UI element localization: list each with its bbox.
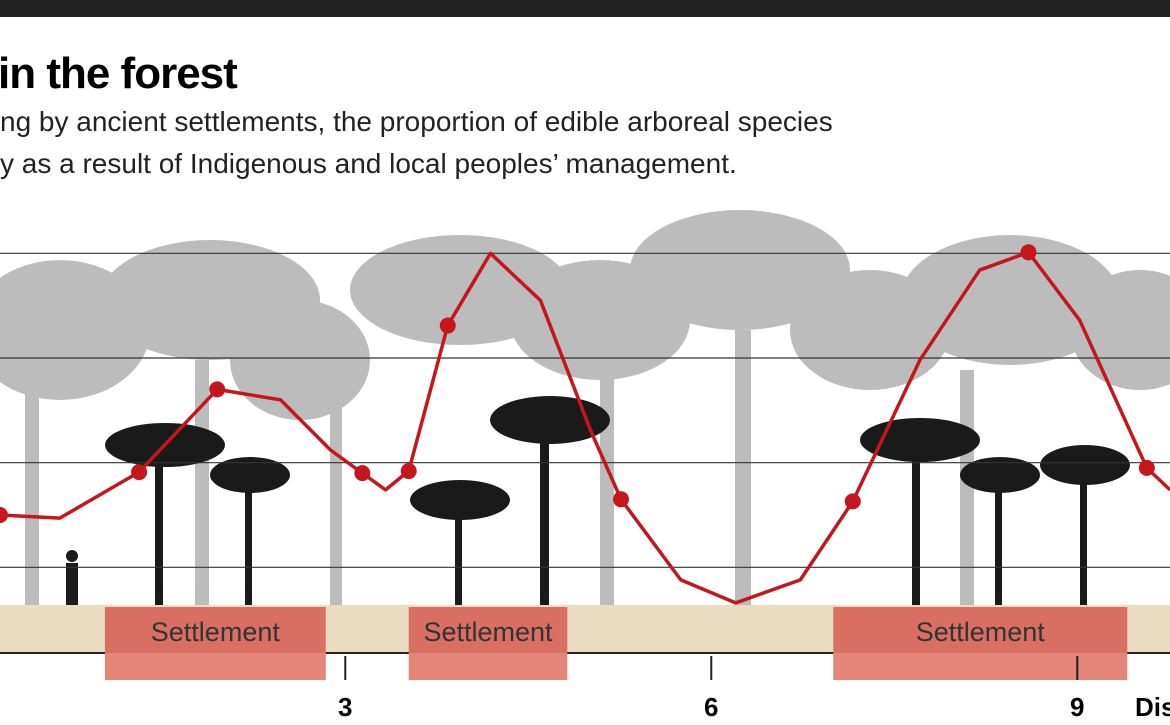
point (612, 491, 629, 508)
settlement-band (408, 607, 568, 653)
point (0, 507, 8, 523)
settlement-band (833, 607, 1128, 653)
top-bar (0, 0, 1170, 17)
palm-silhouettes (66, 396, 1130, 605)
settlement-lower (833, 653, 1128, 680)
settlement-lower (104, 653, 326, 680)
settlement-band (104, 607, 326, 653)
x-tick-label: 6 (704, 692, 718, 722)
point (1020, 244, 1037, 261)
x-axis-label: Dis (1135, 692, 1170, 722)
point (209, 381, 226, 398)
subtitle: ng by ancient settlements, the proportio… (0, 106, 833, 137)
point (354, 465, 371, 482)
point (439, 317, 456, 334)
chart-title: in the forest (0, 49, 238, 98)
settlement-label: Settlement (916, 617, 1046, 647)
point (844, 493, 861, 510)
x-tick-label: 3 (338, 692, 352, 722)
settlement-lower (408, 653, 568, 680)
point (131, 464, 148, 481)
forest-background (0, 210, 1170, 605)
point (1138, 459, 1155, 476)
settlement-label: Settlement (423, 617, 553, 647)
settlement-label: Settlement (151, 617, 281, 647)
point (400, 463, 417, 480)
line (0, 250, 1170, 605)
subtitle: y as a result of Indigenous and local pe… (0, 148, 737, 179)
x-tick-label: 9 (1070, 692, 1084, 722)
